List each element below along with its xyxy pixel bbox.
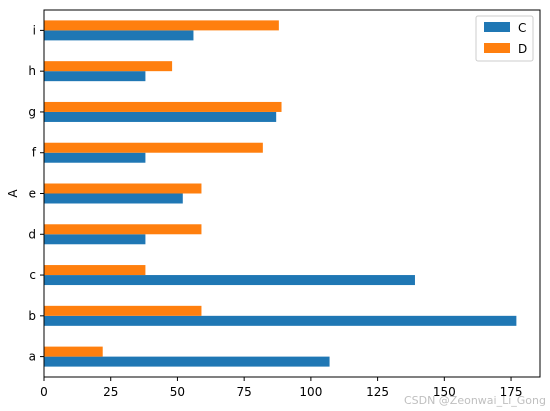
y-tick-label: a xyxy=(29,350,36,364)
bar-C-i xyxy=(44,30,194,41)
legend-items: CD xyxy=(484,21,527,56)
bar-C-d xyxy=(44,234,146,245)
bar-C-h xyxy=(44,71,146,82)
x-tick-label: 50 xyxy=(170,385,185,399)
bar-D-i xyxy=(44,20,279,31)
x-tick-label: 0 xyxy=(40,385,48,399)
legend-label-C: C xyxy=(518,21,526,35)
watermark: CSDN @Zeonwai_Li_Gong xyxy=(404,394,546,407)
bar-C-g xyxy=(44,111,277,122)
x-tick-label: 75 xyxy=(237,385,252,399)
y-tick-label: f xyxy=(32,146,37,160)
bar-D-a xyxy=(44,346,103,357)
bar-D-h xyxy=(44,61,173,72)
bar-D-c xyxy=(44,265,146,276)
legend-swatch-D xyxy=(484,43,510,53)
x-tick-label: 100 xyxy=(299,385,322,399)
y-axis: a b c d e f g h i xyxy=(28,23,44,364)
legend-label-D: D xyxy=(518,42,527,56)
y-tick-label: b xyxy=(28,309,36,323)
bar-D-d xyxy=(44,224,202,235)
y-tick-label: g xyxy=(28,105,36,119)
bar-D-f xyxy=(44,142,263,153)
legend: CD xyxy=(475,15,534,62)
bar-C-b xyxy=(44,315,517,326)
bar-C-c xyxy=(44,275,415,286)
bar-C-e xyxy=(44,193,183,204)
x-axis: 0 25 50 75 100 125 150 175 xyxy=(40,377,522,399)
x-tick-label: 150 xyxy=(433,385,456,399)
bar-D-g xyxy=(44,101,282,112)
x-tick-label: 125 xyxy=(366,385,389,399)
legend-swatch-C xyxy=(484,22,510,32)
x-tick-label: 25 xyxy=(103,385,118,399)
bar-C-a xyxy=(44,356,330,367)
bar-C-f xyxy=(44,152,146,163)
bars-layer xyxy=(44,20,517,367)
y-tick-label: i xyxy=(33,23,36,37)
y-axis-label: A xyxy=(6,189,20,198)
y-tick-label: d xyxy=(28,227,36,241)
y-tick-label: h xyxy=(28,64,36,78)
x-tick-label: 175 xyxy=(500,385,523,399)
y-tick-label: e xyxy=(29,187,36,201)
bar-D-e xyxy=(44,183,202,194)
y-tick-label: c xyxy=(29,268,36,282)
bar-D-b xyxy=(44,305,202,316)
